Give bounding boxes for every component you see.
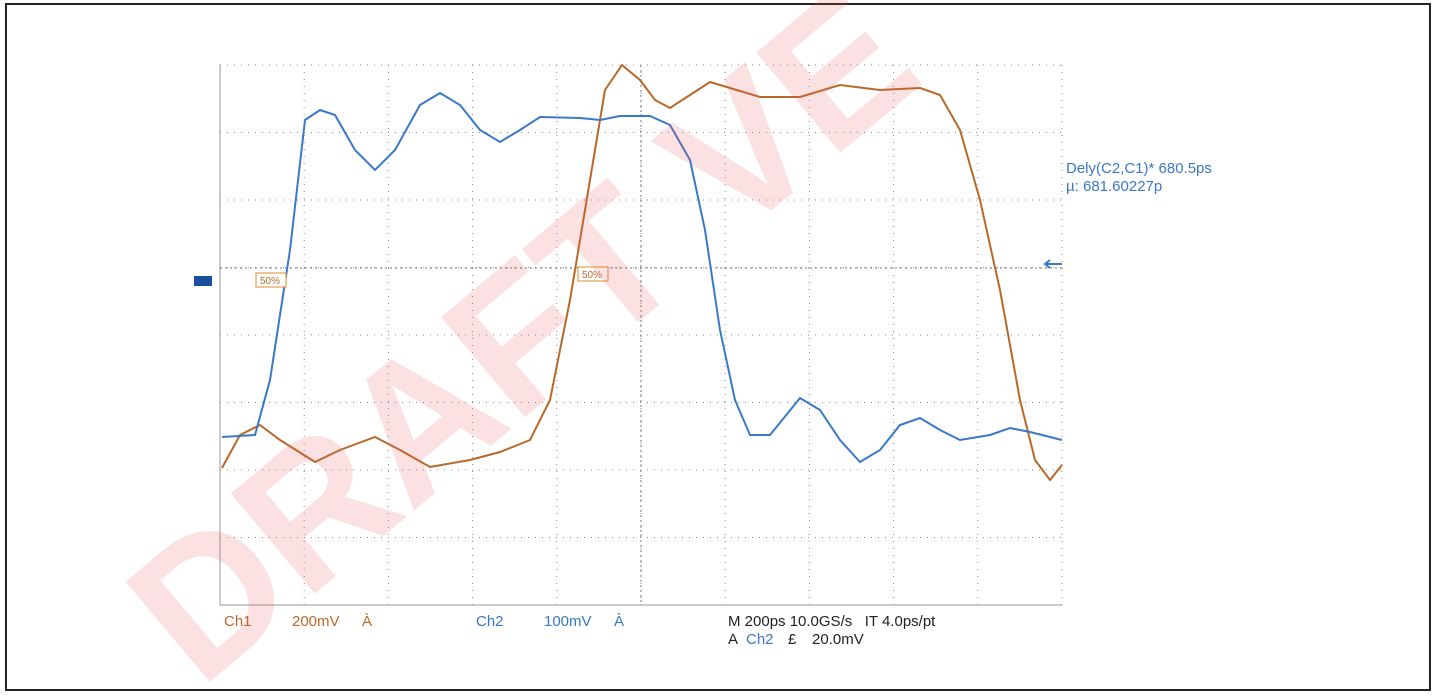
- mean-measurement: µ: 681.60227p: [1066, 178, 1162, 195]
- ch2-level: 50%: [582, 270, 602, 281]
- trigger-arrow: [1043, 259, 1062, 269]
- trigger-level: 20.0mV: [812, 631, 864, 648]
- ch2-coupling: À: [614, 613, 624, 630]
- ch2-scale: 100mV: [544, 613, 592, 630]
- trigger-source: Ch2: [746, 631, 774, 648]
- ch1-scale: 200mV: [292, 613, 340, 630]
- ch2-level-box: [577, 266, 609, 282]
- ch1-level: 50%: [260, 276, 280, 287]
- ch2-label: Ch2: [476, 613, 504, 630]
- trigger-prefix: A: [728, 631, 738, 648]
- timebase: M 200ps 10.0GS/s IT 4.0ps/pt: [728, 613, 936, 630]
- trigger-slope: £: [788, 631, 797, 648]
- ch1-label: Ch1: [224, 613, 252, 630]
- frame: [5, 3, 1431, 691]
- ch1-coupling: À: [362, 613, 372, 630]
- ground-marker: [194, 276, 212, 286]
- ch2-trace: [221, 91, 1063, 464]
- delay-measurement: Dely(C2,C1)* 680.5ps: [1066, 160, 1212, 177]
- ch1-level-box: [255, 272, 287, 288]
- ch1-trace: [221, 63, 1063, 482]
